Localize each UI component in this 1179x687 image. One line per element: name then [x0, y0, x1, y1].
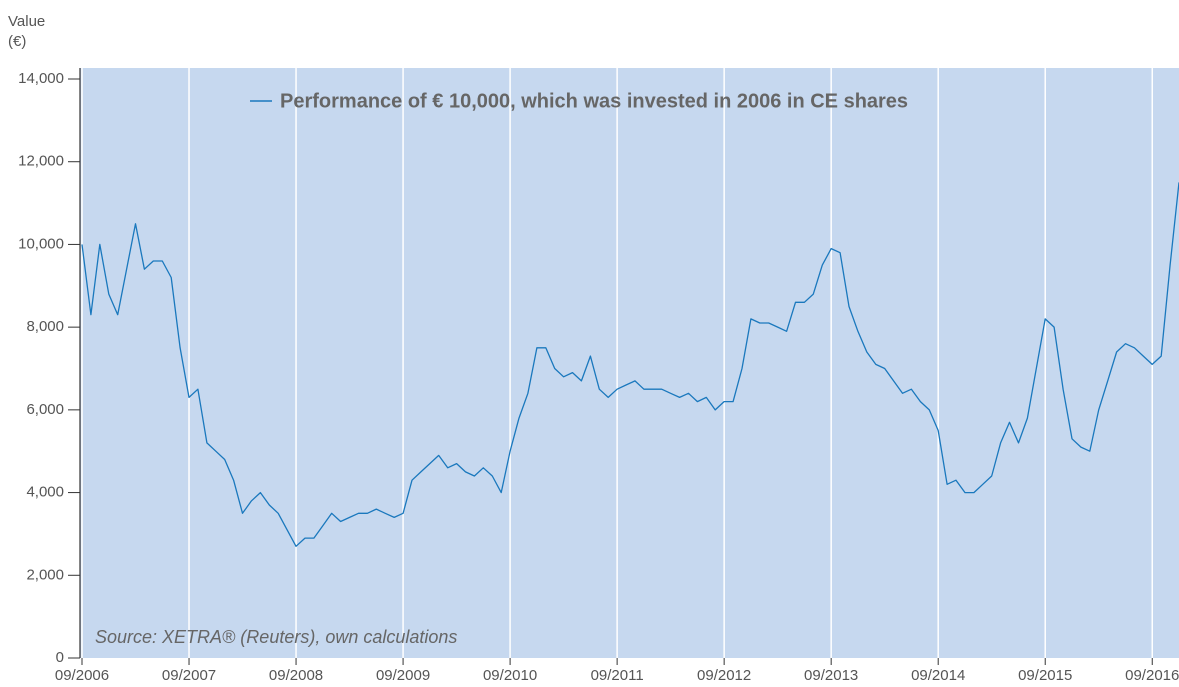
y-tick-label: 0: [56, 649, 64, 666]
x-tick-label: 09/2016: [1125, 667, 1179, 684]
x-tick-label: 09/2013: [804, 667, 858, 684]
x-tick-label: 09/2009: [376, 667, 430, 684]
y-tick-label: 10,000: [18, 235, 64, 252]
y-tick-label: 8,000: [26, 318, 64, 335]
data-line: [81, 182, 1179, 547]
plot-background: [80, 68, 1179, 658]
x-tick-label: 09/2014: [911, 667, 965, 684]
y-tick-label: 12,000: [18, 153, 64, 170]
y-tick-label: 14,000: [18, 70, 64, 87]
y-tick-label: 2,000: [26, 566, 64, 583]
y-tick-label: 6,000: [26, 401, 64, 418]
x-tick-label: 09/2012: [697, 667, 751, 684]
source-annotation: Source: XETRA® (Reuters), own calculatio…: [95, 627, 457, 647]
x-tick-label: 09/2006: [55, 667, 109, 684]
y-tick-label: 4,000: [26, 484, 64, 501]
y-axis-label: Value: [8, 13, 45, 30]
x-tick-label: 09/2015: [1018, 667, 1072, 684]
x-tick-label: 09/2010: [483, 667, 537, 684]
legend-label: Performance of € 10,000, which was inves…: [280, 90, 908, 112]
x-tick-label: 09/2008: [269, 667, 323, 684]
y-axis-unit: (€): [8, 33, 26, 50]
x-tick-label: 09/2007: [162, 667, 216, 684]
x-tick-label: 09/2011: [591, 667, 644, 684]
